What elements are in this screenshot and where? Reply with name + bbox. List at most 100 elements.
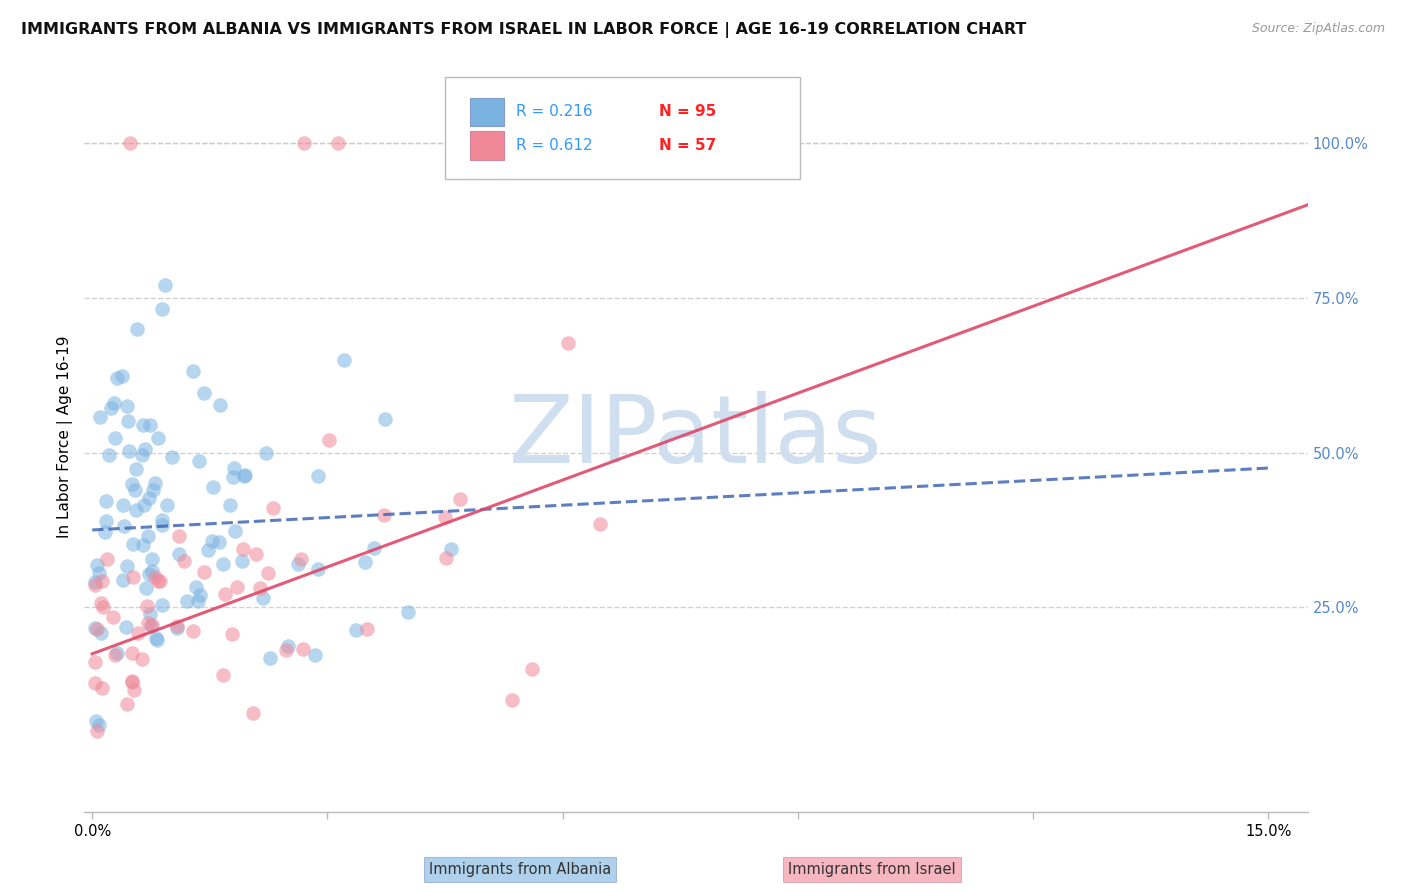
Point — [132, 498, 155, 512]
Point — [115, 558, 138, 573]
Point — [125, 461, 148, 475]
Point — [197, 542, 219, 557]
Point — [114, 620, 136, 634]
Point — [193, 565, 215, 579]
Point — [115, 399, 138, 413]
Text: ZIPatlas: ZIPatlas — [509, 391, 883, 483]
Point — [110, 369, 132, 384]
Point — [156, 498, 179, 512]
Point — [101, 609, 124, 624]
Point — [259, 651, 281, 665]
Text: R = 0.612: R = 0.612 — [516, 138, 593, 153]
Point — [89, 566, 111, 581]
Point — [104, 431, 127, 445]
Point — [141, 551, 163, 566]
Point — [90, 626, 112, 640]
Point — [139, 607, 162, 621]
Point — [86, 558, 108, 572]
Point — [131, 652, 153, 666]
Point — [100, 401, 122, 416]
Point — [112, 518, 135, 533]
Point — [125, 503, 148, 517]
Point — [396, 606, 419, 620]
Point — [131, 448, 153, 462]
Point — [166, 618, 188, 632]
Point — [232, 541, 254, 556]
Point — [124, 483, 146, 498]
Point — [434, 551, 457, 566]
Point — [98, 448, 121, 462]
Point — [90, 596, 112, 610]
Point — [111, 573, 134, 587]
Point — [294, 136, 316, 150]
Point — [354, 555, 377, 569]
Point — [176, 594, 198, 608]
Point — [245, 548, 267, 562]
Point — [231, 553, 253, 567]
Point — [153, 278, 176, 293]
Point — [222, 460, 245, 475]
Point — [94, 514, 117, 528]
Point — [187, 594, 209, 608]
Point — [166, 621, 188, 635]
Point — [86, 724, 108, 739]
Point — [120, 136, 142, 150]
Point — [83, 575, 105, 590]
Point — [127, 322, 149, 336]
Point — [141, 564, 163, 578]
Text: Source: ZipAtlas.com: Source: ZipAtlas.com — [1251, 22, 1385, 36]
Point — [202, 480, 225, 494]
Point — [91, 600, 114, 615]
Point — [374, 411, 396, 425]
Point — [226, 580, 249, 594]
Point — [235, 468, 257, 483]
Point — [115, 698, 138, 712]
Point — [138, 567, 160, 582]
Point — [122, 537, 145, 551]
Point — [249, 581, 271, 595]
Point — [94, 494, 117, 508]
Point — [224, 524, 246, 539]
Point — [167, 529, 190, 543]
Point — [307, 562, 329, 576]
Point — [83, 578, 105, 592]
Point — [221, 627, 243, 641]
Point — [135, 581, 157, 595]
Point — [557, 336, 579, 351]
Point — [90, 681, 112, 695]
Point — [83, 675, 105, 690]
Point — [83, 621, 105, 635]
Point — [344, 623, 367, 637]
Point — [86, 622, 108, 636]
Point — [160, 450, 183, 464]
Point — [214, 587, 236, 601]
Point — [433, 510, 456, 524]
Point — [118, 444, 141, 458]
Point — [262, 500, 284, 515]
Point — [181, 364, 204, 378]
Point — [134, 442, 156, 456]
Point — [142, 483, 165, 497]
Point — [111, 499, 134, 513]
Point — [139, 619, 162, 633]
Point — [145, 631, 167, 645]
Point — [84, 714, 107, 729]
Point — [307, 469, 329, 483]
Point — [304, 648, 326, 662]
Point — [150, 512, 173, 526]
Point — [290, 551, 312, 566]
Y-axis label: In Labor Force | Age 16-19: In Labor Force | Age 16-19 — [58, 335, 73, 539]
Point — [148, 574, 170, 588]
Point — [94, 524, 117, 539]
Text: IMMIGRANTS FROM ALBANIA VS IMMIGRANTS FROM ISRAEL IN LABOR FORCE | AGE 16-19 COR: IMMIGRANTS FROM ALBANIA VS IMMIGRANTS FR… — [21, 22, 1026, 38]
Point — [146, 574, 169, 588]
Point — [122, 570, 145, 584]
Point — [167, 547, 190, 561]
Point — [103, 396, 125, 410]
Point — [87, 718, 110, 732]
Point — [242, 706, 264, 720]
FancyBboxPatch shape — [470, 131, 503, 160]
FancyBboxPatch shape — [470, 97, 503, 126]
Point — [186, 581, 208, 595]
Point — [122, 682, 145, 697]
